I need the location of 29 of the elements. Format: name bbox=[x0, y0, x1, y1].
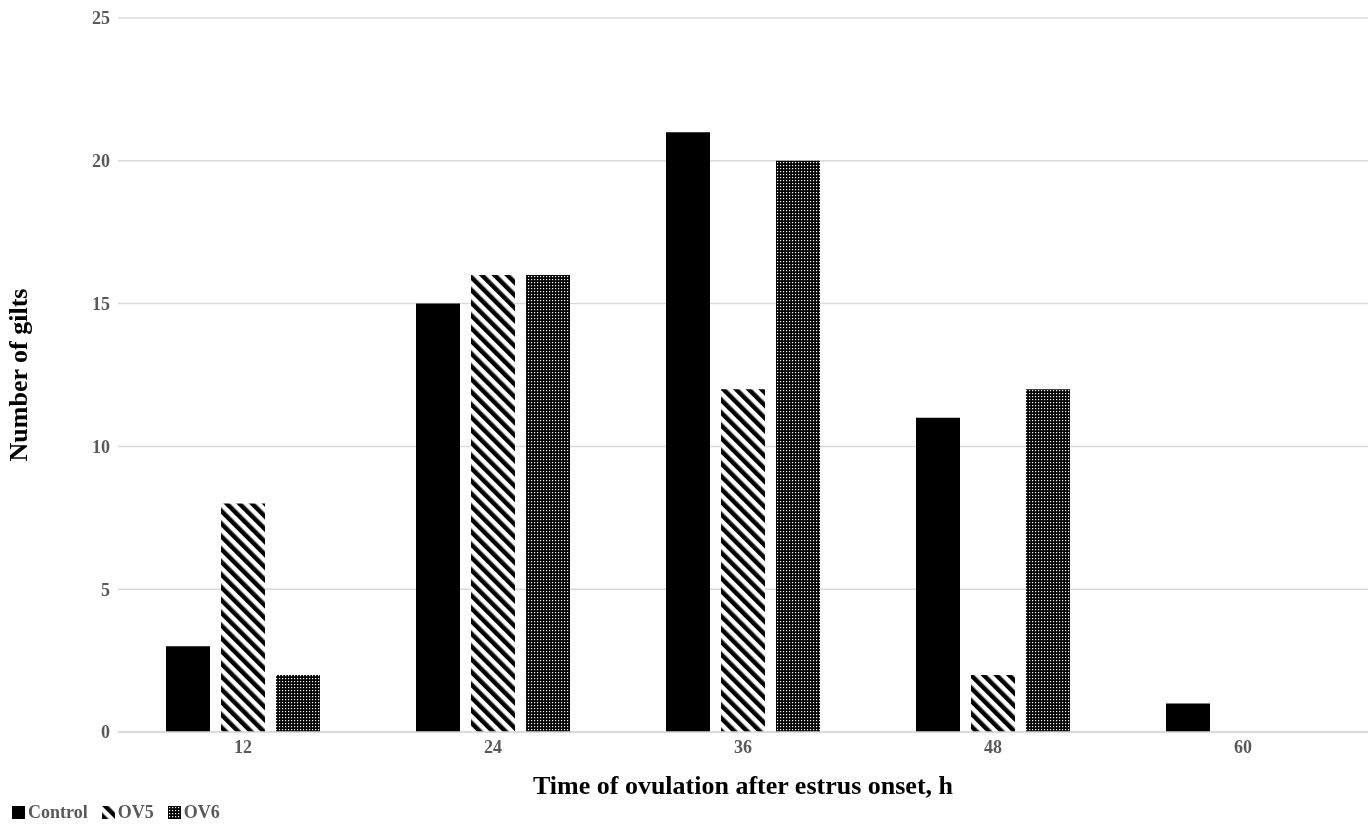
bar bbox=[971, 674, 1015, 732]
x-axis-title: Time of ovulation after estrus onset, h bbox=[532, 771, 954, 800]
legend-label: Control bbox=[27, 802, 88, 823]
bar bbox=[526, 275, 570, 732]
y-tick-label: 0 bbox=[101, 722, 110, 743]
x-tick-label: 60 bbox=[1234, 736, 1252, 757]
bar bbox=[1166, 703, 1210, 732]
bar bbox=[776, 160, 820, 732]
bar bbox=[666, 132, 710, 732]
y-tick-label: 20 bbox=[92, 151, 110, 172]
y-tick-label: 15 bbox=[92, 293, 110, 314]
bar bbox=[416, 303, 460, 732]
bar bbox=[276, 674, 320, 732]
y-tick-label: 10 bbox=[92, 436, 110, 457]
y-axis-title: Number of gilts bbox=[4, 288, 34, 462]
bar bbox=[916, 417, 960, 732]
x-tick-label: 36 bbox=[734, 736, 752, 757]
bar bbox=[221, 503, 265, 732]
y-tick-label: 5 bbox=[101, 579, 110, 600]
x-tick-label: 24 bbox=[484, 736, 502, 757]
legend-label: OV5 bbox=[116, 802, 154, 823]
bar bbox=[166, 646, 210, 732]
bar bbox=[1026, 389, 1070, 732]
y-tick-label: 25 bbox=[92, 8, 110, 29]
bar bbox=[471, 275, 515, 732]
legend-label: OV6 bbox=[182, 802, 220, 823]
bar bbox=[721, 389, 765, 732]
x-tick-label: 12 bbox=[234, 736, 252, 757]
x-tick-label: 48 bbox=[984, 736, 1002, 757]
